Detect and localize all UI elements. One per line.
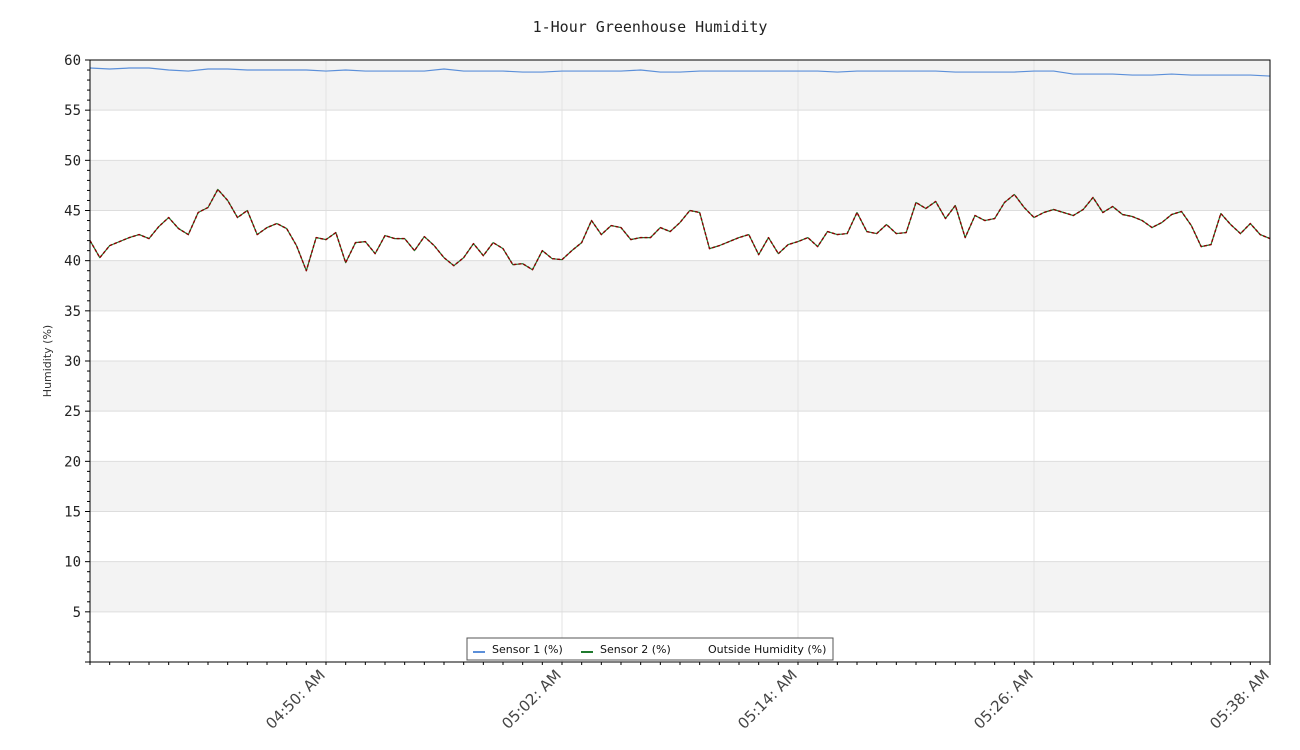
background-band (90, 260, 1270, 311)
series-layer (89, 67, 1271, 272)
y-tick-label: 60 (64, 53, 81, 69)
y-tick-label: 50 (64, 153, 81, 169)
y-axis-label: Humidity (%) (41, 325, 54, 397)
y-tick-label: 25 (64, 404, 81, 420)
series-line-1 (89, 67, 1271, 77)
x-tick-label: 04:50: AM (262, 666, 329, 733)
y-tick-label: 5 (73, 605, 81, 621)
legend-label: Sensor 2 (%) (600, 643, 671, 656)
y-tick-label: 15 (64, 505, 81, 521)
y-tick-label: 40 (64, 254, 81, 270)
horizontal-gridlines (90, 59, 1270, 613)
background-band (90, 60, 1270, 111)
x-axis: 04:50: AM 05:02: AM 05:14: AM 05:26: AM 05:3… (89, 662, 1273, 733)
y-axis: 5 10 15 20 25 30 35 40 45 50 55 60 (64, 53, 90, 663)
x-tick-label: 05:26: AM (970, 666, 1037, 733)
legend-label: Sensor 1 (%) (492, 643, 563, 656)
background-band (90, 361, 1270, 412)
y-tick-label: 10 (64, 555, 81, 571)
series-line-3 (89, 188, 1271, 272)
background-band (90, 561, 1270, 612)
legend-label: Outside Humidity (%) (708, 643, 826, 656)
y-tick-label: 30 (64, 354, 81, 370)
x-tick-label: 05:14: AM (734, 666, 801, 733)
y-tick-label: 20 (64, 454, 81, 470)
x-tick-label: 05:02: AM (498, 666, 565, 733)
x-tick-label: 05:38: AM (1206, 666, 1273, 733)
background-band (90, 461, 1270, 512)
background-band (90, 160, 1270, 211)
y-tick-label: 35 (64, 304, 81, 320)
plot-background-bands (90, 60, 1270, 612)
legend: Sensor 1 (%) Sensor 2 (%) Outside Humidity… (466, 637, 834, 661)
y-tick-label: 45 (64, 204, 81, 220)
chart-title: 1-Hour Greenhouse Humidity (533, 18, 768, 36)
y-tick-label: 55 (64, 103, 81, 119)
legend-box (466, 637, 834, 661)
